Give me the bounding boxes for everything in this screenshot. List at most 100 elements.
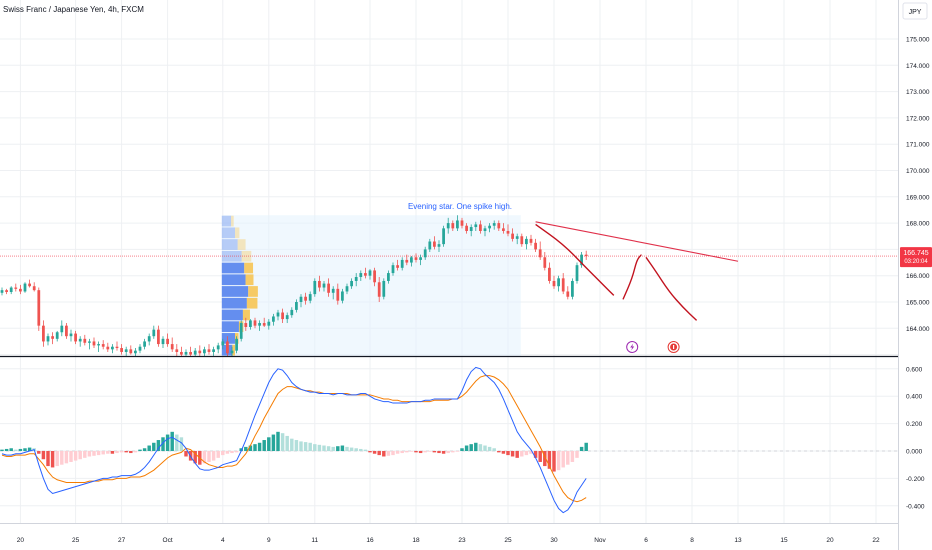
histogram-bar	[14, 449, 18, 451]
candle-body	[308, 294, 312, 301]
annotation-text[interactable]: Evening star. One spike high.	[408, 202, 512, 211]
macd-axis[interactable]: 0.600 0.400 0.200 0.000 -0.200 -0.400	[906, 366, 925, 510]
histogram-bar	[248, 445, 253, 451]
time-axis[interactable]: 20 25 27 Oct 4 9 11 16 18 23 25 30 Nov 6 8 13 15 20 22	[17, 537, 880, 544]
lightning-icon[interactable]	[626, 341, 639, 353]
candle-body	[290, 309, 294, 316]
histogram-bar	[207, 451, 211, 462]
candle-body	[580, 254, 583, 266]
price-badge[interactable]: 166.745 03:20:04	[900, 247, 932, 268]
candle-body	[548, 267, 551, 281]
histogram-bar	[221, 451, 225, 456]
candle-body	[354, 277, 358, 281]
drawings[interactable]	[535, 221, 739, 321]
histogram-bar	[317, 444, 322, 451]
histogram-bar	[234, 451, 239, 453]
price-pane[interactable]	[0, 215, 898, 360]
time-tick-label: 20	[826, 537, 834, 544]
histogram-bar	[446, 451, 450, 454]
time-tick-label: Oct	[163, 537, 173, 544]
event-flag-icon[interactable]	[667, 341, 680, 353]
histogram-bar	[409, 451, 414, 452]
candle-body	[350, 280, 353, 287]
histogram-bar	[584, 442, 588, 451]
candle-body	[267, 321, 271, 326]
candle-body	[341, 291, 344, 301]
candle-body	[502, 228, 505, 231]
histogram-bar	[92, 451, 96, 456]
candle-body	[106, 346, 110, 350]
histogram-bar	[106, 451, 110, 454]
histogram-bar	[561, 451, 565, 468]
candlesticks[interactable]	[0, 215, 588, 360]
volume-profile-bar-up	[221, 286, 249, 297]
projection-curve[interactable]	[645, 256, 698, 321]
candle-body	[566, 291, 570, 297]
histogram-bar	[78, 451, 82, 460]
candle-body	[272, 316, 275, 322]
time-tick-label: 11	[311, 537, 318, 544]
macd-tick-label: -0.200	[906, 476, 925, 483]
candle-body	[575, 265, 579, 281]
histogram-bar	[354, 448, 358, 451]
candle-body	[120, 348, 123, 352]
histogram-bar	[308, 442, 312, 451]
macd-pane[interactable]	[0, 366, 898, 514]
candle-body	[216, 345, 220, 350]
candle-body	[134, 350, 137, 354]
histogram-bar	[423, 451, 427, 453]
candle-body	[322, 283, 326, 288]
candle-body	[51, 336, 54, 339]
histogram-bar	[285, 435, 289, 451]
histogram-bar	[368, 451, 372, 453]
volume-profile-bar-up	[221, 262, 245, 274]
histogram-bar	[474, 442, 478, 451]
histogram-bar	[451, 451, 455, 453]
histogram-bar	[18, 448, 23, 451]
candle-body	[147, 336, 151, 342]
candle-body	[382, 280, 386, 297]
volume-profile-bar-up	[221, 309, 243, 321]
histogram-bar	[152, 442, 156, 451]
price-tick-label: 170.000	[906, 168, 930, 175]
event-markers[interactable]	[626, 341, 680, 353]
histogram-bar	[60, 451, 64, 465]
histogram-bar	[27, 447, 32, 451]
time-tick-label: 23	[458, 537, 466, 544]
projection-curve[interactable]	[622, 254, 642, 300]
histogram-bar	[349, 447, 354, 451]
histogram-bar	[469, 444, 473, 451]
histogram-bar	[257, 442, 262, 451]
histogram-bar	[0, 449, 4, 451]
volume-profile-bar-up	[221, 227, 235, 239]
currency-button[interactable]	[902, 2, 928, 20]
price-tick-label: 172.000	[906, 115, 930, 122]
price-badge-countdown: 03:20:04	[904, 259, 928, 265]
histogram-bar	[570, 451, 575, 462]
price-tick-label: 165.000	[906, 300, 930, 307]
histogram-bar	[55, 451, 59, 467]
trend-line[interactable]	[535, 221, 739, 262]
candle-body	[19, 288, 22, 292]
volume-profile-bar-up	[221, 239, 238, 250]
candle-body	[410, 257, 413, 263]
histogram-bar	[359, 448, 363, 451]
histogram-bar	[418, 451, 423, 454]
candle-body	[543, 257, 547, 268]
histogram-bar	[506, 451, 510, 456]
histogram-bar	[50, 451, 55, 468]
histogram-bar	[340, 445, 345, 451]
projection-curve[interactable]	[535, 223, 615, 297]
histogram-bar	[483, 445, 487, 451]
candle-body	[74, 333, 77, 342]
time-tick-label: 22	[872, 537, 880, 544]
histogram-bar	[524, 451, 529, 456]
histogram-bar	[175, 434, 179, 451]
histogram-bar	[69, 451, 73, 462]
candle-body	[258, 323, 261, 326]
histogram-bar	[96, 451, 101, 456]
histogram-bar	[326, 446, 331, 451]
macd-tick-label: 0.200	[906, 421, 923, 428]
histogram-bar	[391, 451, 395, 456]
